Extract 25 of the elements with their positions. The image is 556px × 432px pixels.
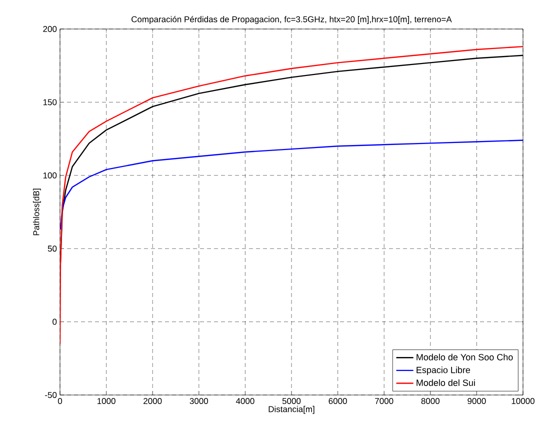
y-tick-label: 0: [52, 318, 57, 325]
x-tick-label: 1000: [97, 398, 116, 404]
line-series: [60, 140, 524, 230]
y-tick-label: 100: [43, 172, 57, 178]
x-tick-label: 4000: [236, 398, 254, 404]
line-series: [60, 46, 524, 344]
legend-label: Modelo de Yon Soo Cho: [416, 354, 513, 360]
x-tick-label: 3000: [190, 398, 208, 404]
x-tick-label: 5000: [282, 398, 301, 404]
x-tick-label: 2000: [144, 398, 162, 404]
x-tick-label: 0: [58, 398, 62, 404]
chart-title: Comparación Pérdidas de Propagacion, fc=3.5GHz, htx=20 [m],hrx=10[m], terreno=A: [132, 16, 452, 24]
x-tick-label: 8000: [421, 398, 440, 404]
y-tick-label: 50: [48, 246, 57, 252]
legend-label: Espacio Libre: [416, 366, 470, 375]
y-tick-label: 150: [43, 99, 57, 106]
x-tick-label: 6000: [328, 398, 347, 404]
x-axis-title: Distancia[m]: [268, 406, 314, 414]
x-tick-label: 9000: [468, 398, 486, 404]
legend-label: Modelo del Sui: [416, 379, 475, 386]
y-tick-label: -50: [45, 392, 57, 398]
x-tick-label: 10000: [512, 398, 534, 404]
y-axis-title: Pathloss[dB]: [32, 188, 41, 236]
x-tick-label: 7000: [375, 398, 394, 404]
y-tick-label: 200: [43, 26, 57, 32]
